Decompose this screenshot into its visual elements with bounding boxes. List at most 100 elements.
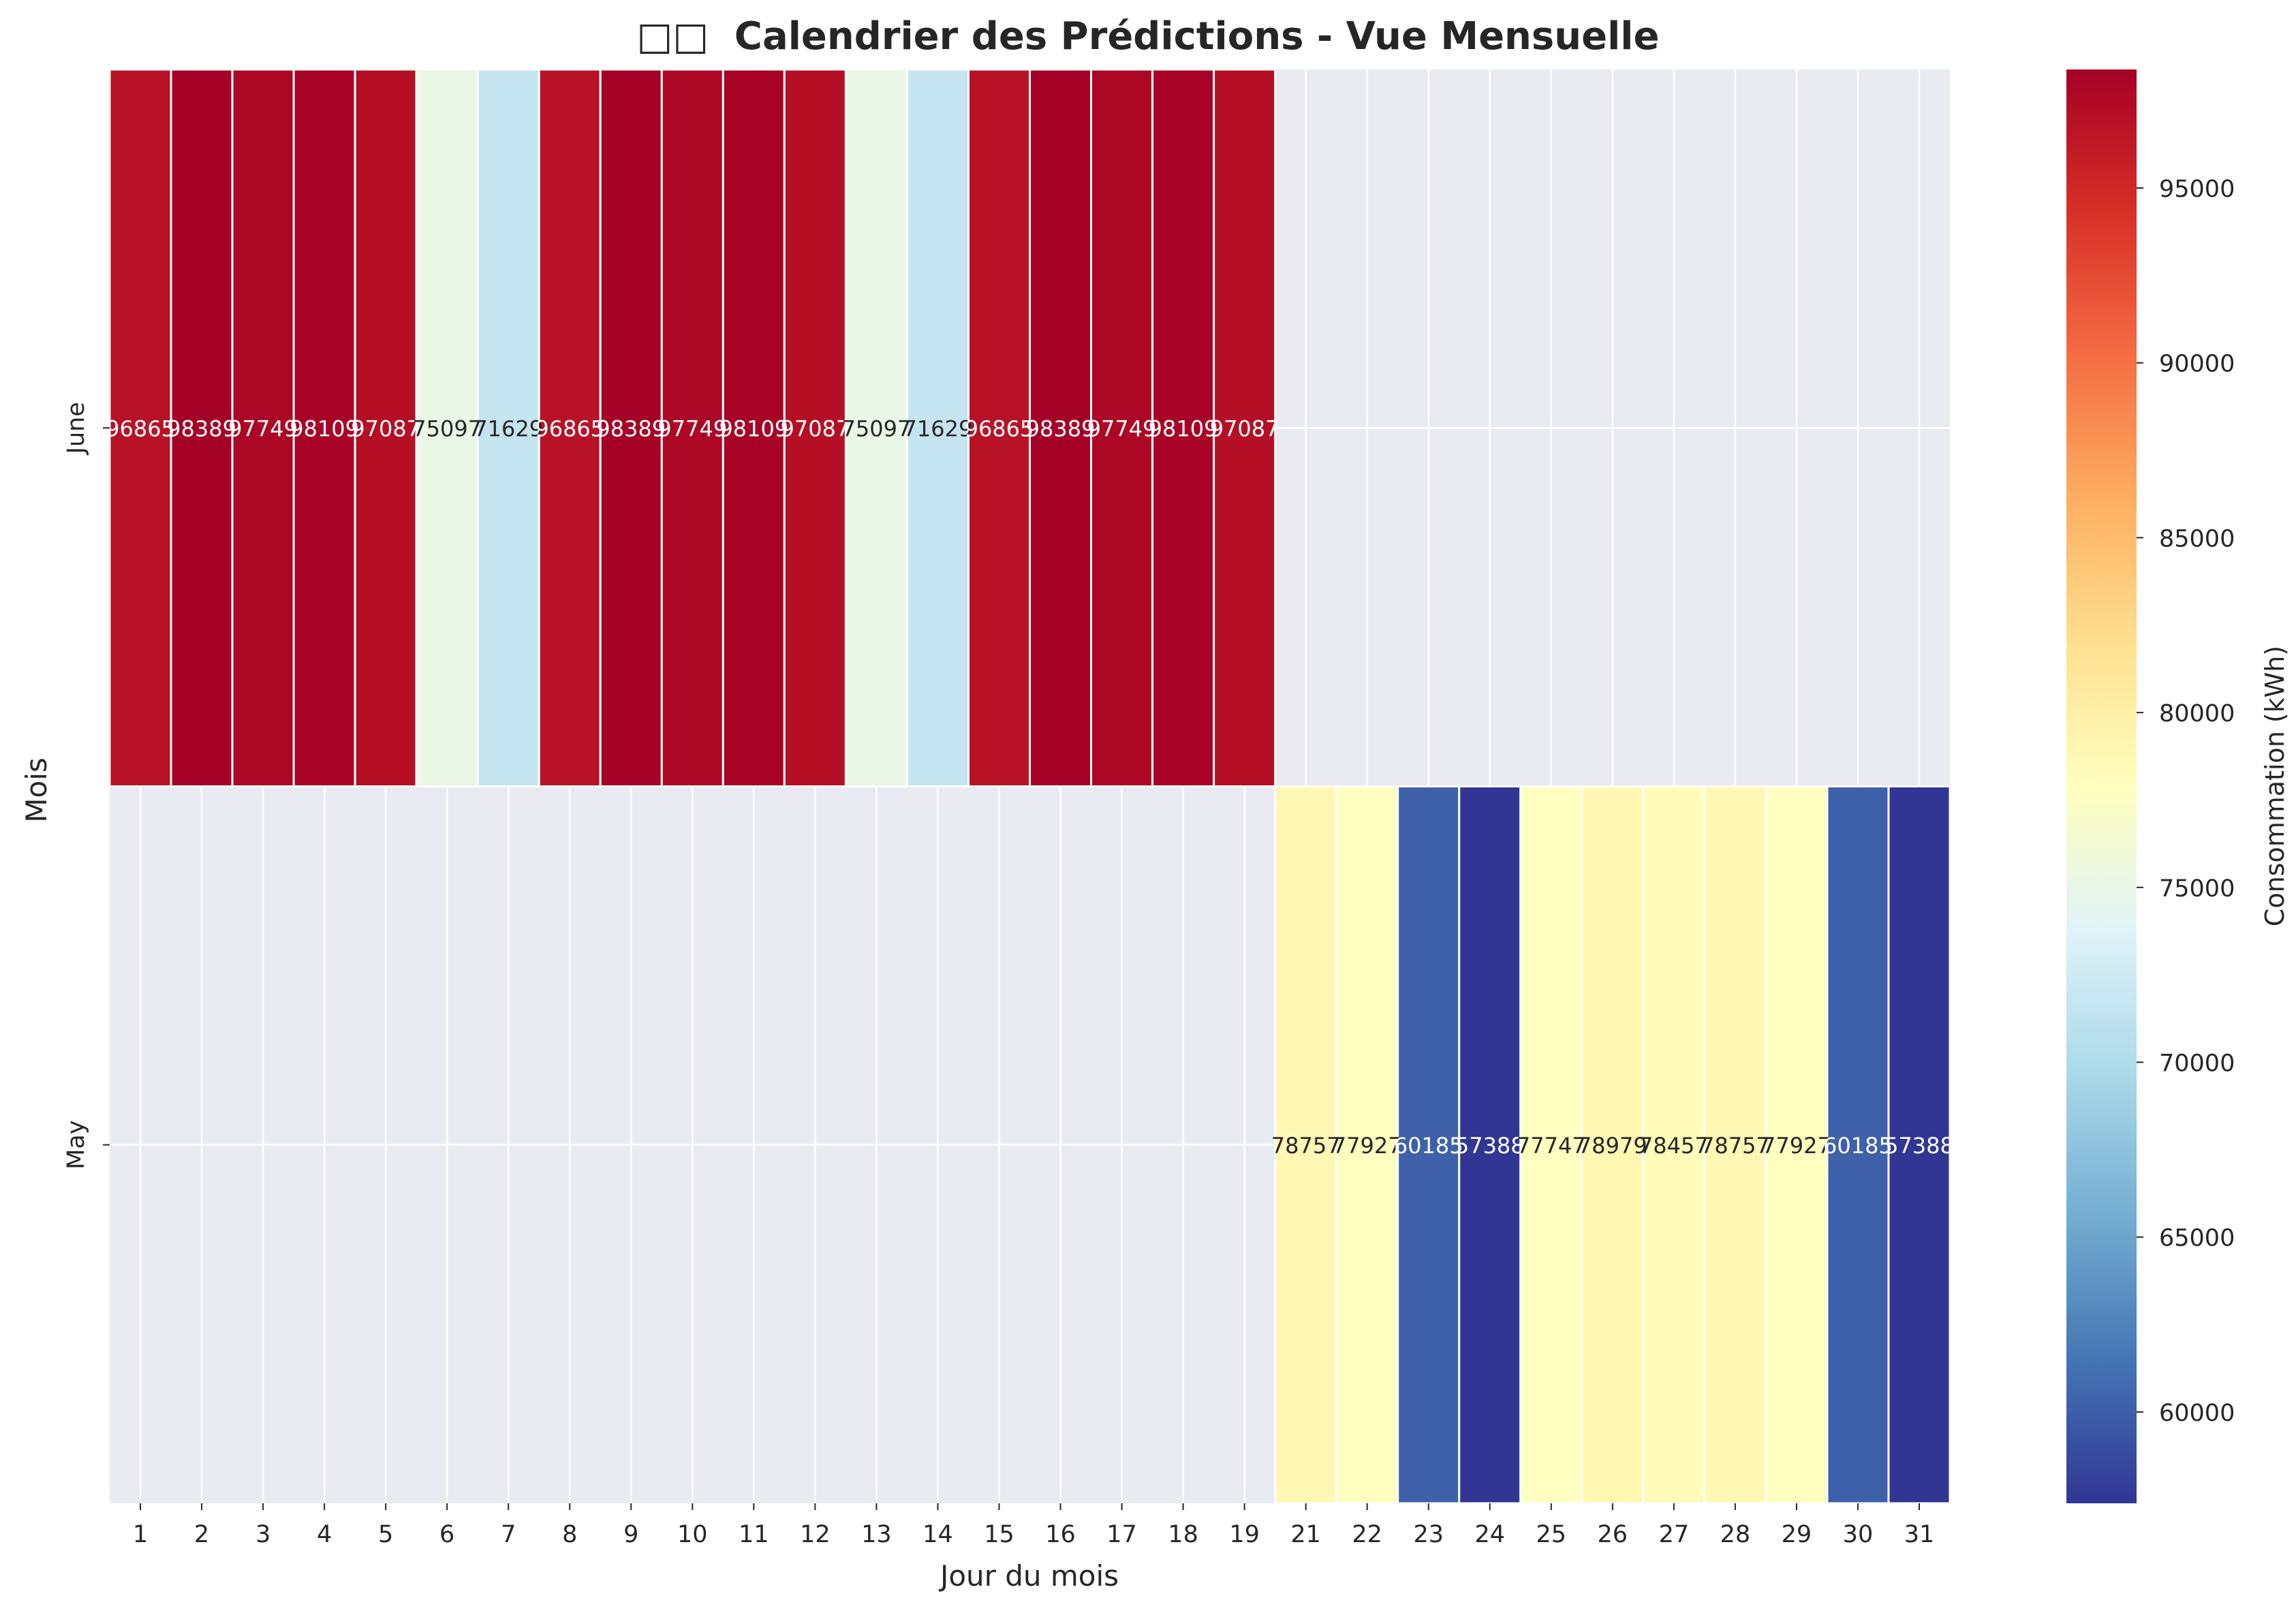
x-tick-label: 25 (1536, 1521, 1567, 1548)
x-tick-label: 10 (677, 1521, 708, 1548)
y-tick-label: May (63, 1120, 90, 1170)
x-tick-label: 15 (984, 1521, 1014, 1548)
x-tick-label: 28 (1720, 1521, 1751, 1548)
x-tick-label: 29 (1782, 1521, 1812, 1548)
colorbar-ticks: 60000 65000 70000 75000 80000 85000 90000 95000 (2137, 176, 2235, 1427)
y-tick-label: June (63, 402, 90, 455)
heatmap-cell (231, 68, 295, 787)
colorbar-tick-label: 85000 (2159, 525, 2235, 552)
heatmap-cell (170, 68, 234, 787)
colorbar-tick-label: 65000 (2159, 1225, 2235, 1252)
chart-title: □□ Calendrier des Prédictions - Vue Mens… (637, 14, 1660, 59)
cell-label: 78757 (1701, 1133, 1770, 1159)
colorbar-tick-label: 80000 (2159, 700, 2235, 727)
heatmap-cell (1029, 68, 1093, 787)
heatmap-cell (660, 68, 724, 787)
cell-label: 98109 (1149, 415, 1218, 441)
x-tick-label: 30 (1843, 1521, 1874, 1548)
x-tick-label: 26 (1598, 1521, 1628, 1548)
x-tick-label: 5 (378, 1521, 393, 1548)
colorbar-tick-label: 70000 (2159, 1050, 2235, 1077)
x-tick-label: 27 (1659, 1521, 1690, 1548)
x-tick-label: 6 (439, 1521, 454, 1548)
colorbar-tick-label: 90000 (2159, 351, 2235, 378)
x-tick-label: 2 (194, 1521, 209, 1548)
cell-label: 98109 (290, 415, 359, 441)
title-text: Calendrier des Prédictions - Vue Mensuel… (734, 14, 1660, 59)
heatmap-cell (1887, 785, 1951, 1505)
x-tick-label: 22 (1352, 1521, 1382, 1548)
x-axis-label: Jour du mois (938, 1559, 1119, 1593)
heatmap-cell (1765, 785, 1829, 1505)
x-tick-label: 9 (623, 1521, 638, 1548)
x-tick-label: 11 (739, 1521, 769, 1548)
heatmap-cell (1703, 785, 1767, 1505)
x-tick-label: 3 (255, 1521, 270, 1548)
colorbar-tick-label: 75000 (2159, 875, 2235, 903)
heatmap-cell (476, 68, 540, 787)
heatmap-cell (844, 68, 908, 787)
cell-label: 78979 (1578, 1133, 1647, 1159)
cell-label: 97087 (780, 415, 850, 441)
cell-label: 57388 (1884, 1133, 1954, 1159)
x-tick-label: 19 (1229, 1521, 1260, 1548)
heatmap-cell (1397, 785, 1461, 1505)
heatmap-cell (354, 68, 418, 787)
colorbar (2066, 69, 2137, 1503)
cell-label: 97749 (228, 415, 298, 441)
cell-label: 96865 (965, 415, 1034, 441)
x-tick-label: 12 (800, 1521, 831, 1548)
heatmap-cell (1335, 785, 1399, 1505)
x-tick-label: 31 (1904, 1521, 1935, 1548)
cell-label: 71629 (903, 415, 973, 441)
cell-label: 78757 (1271, 1133, 1341, 1159)
x-tick-label: 18 (1168, 1521, 1198, 1548)
y-axis-ticks: June May (63, 402, 110, 1170)
y-axis-label: Mois (20, 757, 53, 822)
heatmap-cell (783, 68, 847, 787)
cell-label: 96865 (106, 415, 175, 441)
plot-area: 9686598389977499810997087750977162996865… (106, 68, 1954, 1505)
cell-label: 97087 (1210, 415, 1279, 441)
x-tick-label: 23 (1413, 1521, 1444, 1548)
x-tick-label: 4 (317, 1521, 332, 1548)
x-tick-label: 7 (501, 1521, 516, 1548)
colorbar-label: Consommation (kWh) (2260, 646, 2290, 926)
x-tick-label: 21 (1290, 1521, 1321, 1548)
cell-label: 98109 (719, 415, 788, 441)
cell-label: 96865 (535, 415, 604, 441)
cell-label: 97087 (351, 415, 420, 441)
heatmap-cell (1642, 785, 1706, 1505)
x-tick-label: 1 (133, 1521, 148, 1548)
cell-label: 98389 (167, 415, 236, 441)
cell-label: 97749 (1087, 415, 1157, 441)
x-tick-label: 24 (1474, 1521, 1505, 1548)
cell-label: 60185 (1394, 1133, 1463, 1159)
cell-label: 71629 (474, 415, 543, 441)
heatmap-cell (108, 68, 172, 787)
cell-label: 98389 (596, 415, 666, 441)
heatmap-cell (1519, 785, 1583, 1505)
heatmap-cell (292, 68, 356, 787)
heatmap-cell (967, 68, 1031, 787)
cell-label: 78457 (1639, 1133, 1709, 1159)
cell-label: 77927 (1333, 1133, 1402, 1159)
x-tick-label: 14 (922, 1521, 953, 1548)
title-glyphs: □□ (637, 14, 709, 59)
heatmap-cell (1151, 68, 1215, 787)
colorbar-tick-label: 95000 (2159, 176, 2235, 203)
cell-label: 75097 (842, 415, 912, 441)
x-tick-label: 16 (1045, 1521, 1076, 1548)
colorbar-tick-label: 60000 (2159, 1400, 2235, 1427)
heatmap-cell (1581, 785, 1645, 1505)
x-tick-label: 8 (562, 1521, 577, 1548)
cell-label: 77927 (1762, 1133, 1831, 1159)
heatmap-cell (1090, 68, 1154, 787)
x-axis-ticks: 1 2 3 4 5 6 7 8 9 10 11 12 13 14 15 16 17 18 19 21 22 23 24 25 2… (133, 1503, 1934, 1548)
heatmap-cell (599, 68, 663, 787)
cell-label: 98389 (1026, 415, 1096, 441)
x-tick-label: 13 (861, 1521, 892, 1548)
heatmap-cell (722, 68, 786, 787)
x-tick-label: 17 (1106, 1521, 1137, 1548)
